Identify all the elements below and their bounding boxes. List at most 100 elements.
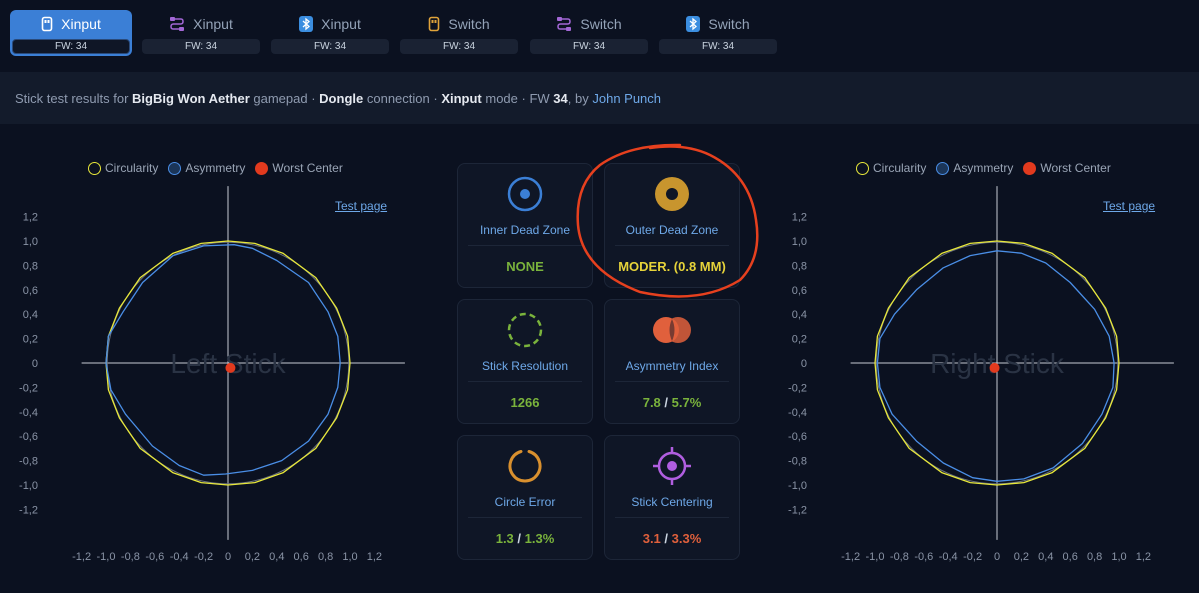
tab-fw: FW: 34 xyxy=(659,39,777,54)
x-tick-label: -0,8 xyxy=(121,551,140,563)
legend-label: Asymmetry xyxy=(185,161,246,175)
x-tick-label: -0,2 xyxy=(963,551,982,563)
tab-label: Xinput xyxy=(61,16,101,32)
x-tick-label: -0,6 xyxy=(914,551,933,563)
legend-label: Worst Center xyxy=(1040,161,1111,175)
legend-label: Worst Center xyxy=(272,161,343,175)
circularity-swatch xyxy=(856,161,869,175)
test-page-link[interactable]: Test page xyxy=(1103,199,1156,213)
x-tick-label: 1,0 xyxy=(342,551,357,563)
legend-worst-center[interactable]: Worst Center xyxy=(1023,161,1111,175)
x-tick-label: 0 xyxy=(225,551,231,563)
card-divider xyxy=(468,245,582,246)
value-left: 1.3 xyxy=(495,531,514,546)
y-tick-label: -0,6 xyxy=(19,431,38,443)
tab-xinput-bluetooth[interactable]: Xinput FW: 34 xyxy=(269,10,391,56)
x-tick-label: 1,2 xyxy=(1136,551,1151,563)
card-title: Stick Centering xyxy=(631,495,713,509)
right-stick-chart: -1,2 -1,2 -1,0 -1,0 -0,8 -0,8 -0,6 -0,6 -0,4 -0,4… xyxy=(779,150,1199,580)
x-tick-label: 0,8 xyxy=(1087,551,1102,563)
x-tick-label: 1,0 xyxy=(1111,551,1126,563)
tab-fw: FW: 34 xyxy=(12,39,130,54)
summary-text: mode · FW xyxy=(485,90,550,106)
mode-name: Xinput xyxy=(441,90,482,106)
x-tick-label: 0,8 xyxy=(318,551,333,563)
legend-circularity[interactable]: Circularity xyxy=(88,161,158,175)
tab-switch-dongle[interactable]: Switch FW: 34 xyxy=(398,10,520,56)
x-tick-label: 0,2 xyxy=(1014,551,1029,563)
card-value: 1266 xyxy=(510,395,540,410)
circle-error-icon xyxy=(458,446,592,486)
y-tick-label: 1,0 xyxy=(23,236,38,248)
y-tick-label: 0,4 xyxy=(23,309,38,321)
stick-label: Right Stick xyxy=(930,348,1065,379)
tab-xinput-dongle[interactable]: Xinput FW: 34 xyxy=(10,10,132,56)
x-tick-label: -0,2 xyxy=(194,551,213,563)
legend-circularity[interactable]: Circularity xyxy=(856,161,926,175)
x-tick-label: 0,2 xyxy=(245,551,260,563)
y-tick-label: -1,0 xyxy=(19,480,38,492)
inner-dead-zone-icon xyxy=(458,174,592,214)
asymmetry-swatch xyxy=(936,161,950,175)
card-title: Circle Error xyxy=(494,495,556,509)
asymmetry-swatch xyxy=(168,161,182,175)
test-page-link[interactable]: Test page xyxy=(335,199,388,213)
legend-label: Circularity xyxy=(105,161,159,175)
y-tick-label: 0,2 xyxy=(792,334,807,346)
worst-center-point xyxy=(225,362,236,373)
circularity-line xyxy=(874,240,1120,486)
card-divider xyxy=(615,517,729,518)
value-right: 5.7% xyxy=(671,395,702,410)
worst-center-swatch xyxy=(1023,161,1037,175)
chart-legend: Circularity Asymmetry Worst Center xyxy=(856,161,1115,175)
card-outer-dead-zone: Outer Dead Zone MODER. (0.8 MM) xyxy=(604,163,740,288)
dongle-icon xyxy=(41,16,53,32)
card-value: 1.3 / 1.3% xyxy=(458,531,592,546)
legend-asymmetry[interactable]: Asymmetry xyxy=(936,161,1013,175)
legend-worst-center[interactable]: Worst Center xyxy=(255,161,343,175)
card-asymmetry-index: Asymmetry Index 7.8 / 5.7% xyxy=(604,299,740,424)
x-tick-label: -0,8 xyxy=(890,551,909,563)
bluetooth-icon xyxy=(686,16,701,32)
tab-label: Switch xyxy=(448,16,490,32)
tab-label: Switch xyxy=(580,16,622,32)
y-tick-label: -0,4 xyxy=(19,407,38,419)
tab-switch-bluetooth[interactable]: Switch FW: 34 xyxy=(657,10,779,56)
reference-circle xyxy=(875,241,1119,485)
value-separator: / xyxy=(660,395,672,410)
card-divider xyxy=(615,245,729,246)
y-tick-label: 0,8 xyxy=(23,260,38,272)
tab-fw: FW: 34 xyxy=(530,39,648,54)
tab-fw: FW: 34 xyxy=(400,39,518,54)
bluetooth-icon xyxy=(299,16,314,32)
value-right: 3.3% xyxy=(671,531,702,546)
card-divider xyxy=(615,381,729,382)
card-stick-resolution: Stick Resolution 1266 xyxy=(457,299,593,424)
right-stick-plot: -1,2 -1,2 -1,0 -1,0 -0,8 -0,8 -0,6 -0,6 -0,4 -0,4… xyxy=(788,186,1174,563)
y-tick-label: -0,4 xyxy=(788,407,807,419)
card-value: 3.1 / 3.3% xyxy=(605,531,739,546)
value-right: 1.3% xyxy=(524,531,555,546)
y-tick-label: -0,8 xyxy=(19,456,38,468)
author-link[interactable]: John Punch xyxy=(592,90,662,106)
y-tick-label: 0 xyxy=(32,358,38,370)
y-tick-label: 1,2 xyxy=(792,212,807,224)
tab-switch-cable[interactable]: Switch FW: 34 xyxy=(528,10,650,56)
y-tick-label: 0,6 xyxy=(23,285,38,297)
tab-label: Xinput xyxy=(321,16,361,32)
card-value: 7.8 / 5.7% xyxy=(605,395,739,410)
stick-centering-icon xyxy=(605,446,739,486)
summary-text: gamepad · xyxy=(253,90,316,106)
card-value: MODER. (0.8 MM) xyxy=(618,259,726,274)
mode-tabs: Xinput FW: 34 Xinput FW: 34 Xinput FW: 3… xyxy=(0,0,1199,70)
outer-dead-zone-icon xyxy=(605,174,739,214)
x-tick-label: -0,4 xyxy=(170,551,189,563)
annotation-circle xyxy=(576,143,759,298)
legend-label: Asymmetry xyxy=(953,161,1014,175)
legend-label: Circularity xyxy=(873,161,927,175)
y-tick-label: 0,8 xyxy=(792,260,807,272)
left-stick-chart: -1,2 -1,2 -1,0 -1,0 -0,8 -0,8 -0,6 -0,6 -0,4 -0,4… xyxy=(10,150,430,580)
tab-xinput-cable[interactable]: Xinput FW: 34 xyxy=(140,10,262,56)
legend-asymmetry[interactable]: Asymmetry xyxy=(168,161,245,175)
y-tick-label: 0 xyxy=(801,358,807,370)
